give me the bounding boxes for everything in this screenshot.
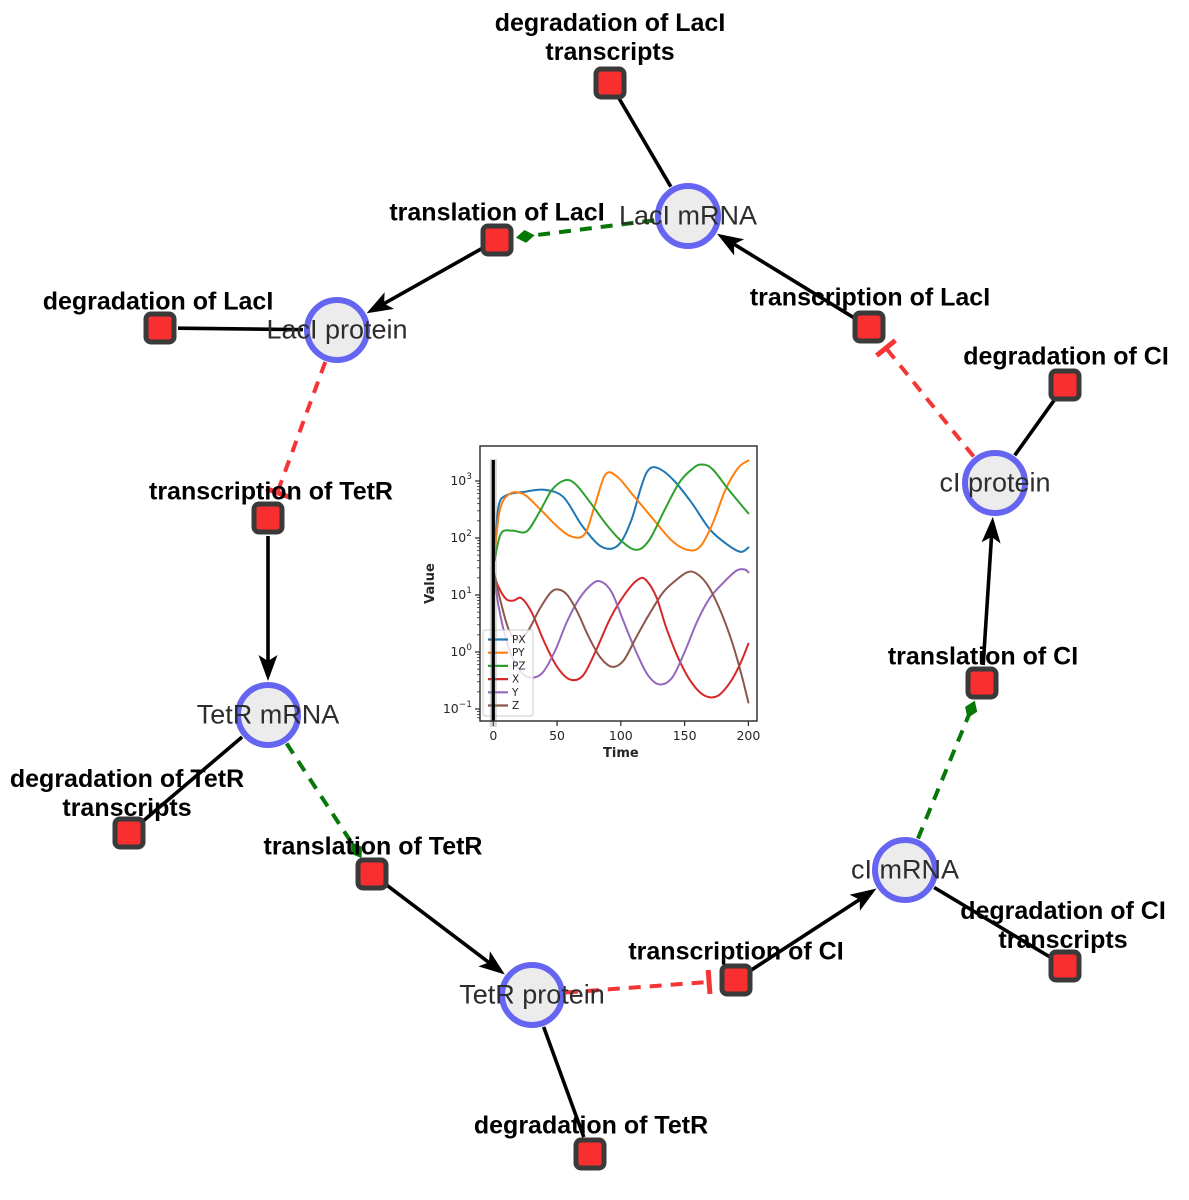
diamond-arrowhead bbox=[351, 842, 362, 859]
edge-transcription-tetr-tetr-mrna bbox=[258, 536, 278, 681]
edge-laci-mrna-deg-laci-transcripts bbox=[617, 97, 673, 188]
species-node-ci-protein bbox=[962, 450, 1028, 516]
reaction-node-transcription-laci bbox=[852, 310, 886, 344]
edge-translation-laci-laci-protein bbox=[366, 247, 483, 314]
species-node-tetr-protein bbox=[499, 962, 565, 1028]
y-tick-label: 100 bbox=[450, 643, 472, 659]
reaction-node-translation-laci bbox=[480, 223, 514, 257]
edge-laci-mrna-translation-laci bbox=[515, 218, 655, 243]
x-tick-label: 50 bbox=[549, 728, 565, 743]
reaction-node-transcription-tetr bbox=[251, 501, 285, 535]
diamond-arrowhead bbox=[515, 230, 535, 243]
arrowhead bbox=[258, 655, 278, 681]
edge-tetr-mrna-deg-tetr-transcripts bbox=[141, 735, 244, 823]
reaction-node-translation-tetr bbox=[355, 857, 389, 891]
diagram-edges bbox=[141, 97, 1057, 1138]
reaction-node-deg-tetr bbox=[573, 1137, 607, 1171]
y-tick-label: 101 bbox=[450, 586, 472, 602]
diagram-nodes bbox=[112, 66, 1082, 1171]
reaction-node-deg-ci-transcripts bbox=[1048, 949, 1082, 983]
chart-series-PY bbox=[493, 459, 750, 557]
y-tick-label: 10−1 bbox=[443, 700, 472, 716]
inhibition-bar bbox=[705, 969, 713, 995]
edge-laci-protein-deg-laci bbox=[177, 326, 304, 332]
species-node-laci-protein bbox=[304, 297, 370, 363]
edge-transcription-ci-ci-mrna bbox=[750, 888, 877, 972]
x-tick-label: 200 bbox=[736, 728, 760, 743]
x-tick-label: 100 bbox=[609, 728, 633, 743]
species-node-ci-mrna bbox=[872, 837, 938, 903]
reaction-node-deg-ci bbox=[1048, 368, 1082, 402]
chart-series-X bbox=[492, 571, 750, 699]
chart-background bbox=[423, 438, 771, 762]
y-axis-title: Value bbox=[423, 563, 438, 604]
reaction-node-deg-tetr-transcripts bbox=[112, 816, 146, 850]
edge-ci-protein-transcription-laci bbox=[875, 338, 976, 458]
edge-tetr-protein-transcription-ci bbox=[565, 969, 713, 995]
edge-ci-mrna-deg-ci-transcripts bbox=[933, 885, 1051, 959]
x-tick-label: 0 bbox=[489, 728, 497, 743]
arrowhead bbox=[981, 516, 1001, 544]
arrowhead bbox=[849, 888, 877, 911]
inhibition-bar bbox=[875, 338, 897, 358]
plot-border bbox=[479, 445, 758, 722]
legend-label-PY: PY bbox=[512, 647, 525, 659]
edge-transcription-laci-laci-mrna bbox=[717, 233, 855, 320]
reaction-node-transcription-ci bbox=[719, 963, 753, 997]
edge-tetr-mrna-translation-tetr bbox=[284, 742, 362, 859]
edge-translation-ci-ci-protein bbox=[981, 516, 1001, 666]
diamond-arrowhead bbox=[965, 700, 978, 719]
edge-translation-tetr-tetr-protein bbox=[385, 883, 505, 975]
simulation-inset-chart: 0 50 100 150 20010310210110010−1TimeValuePXP… bbox=[423, 438, 771, 762]
arrowhead bbox=[478, 951, 505, 975]
chart-series-PZ bbox=[493, 463, 750, 562]
legend-label-Z: Z bbox=[512, 700, 519, 712]
legend-label-X: X bbox=[512, 674, 519, 686]
reaction-node-deg-laci bbox=[143, 311, 177, 345]
species-node-laci-mrna bbox=[655, 183, 721, 249]
x-axis-title: Time bbox=[603, 746, 639, 761]
reaction-node-deg-laci-transcripts bbox=[593, 66, 627, 100]
edge-tetr-protein-deg-tetr bbox=[541, 1026, 586, 1138]
arrowhead bbox=[717, 233, 745, 256]
legend-label-PX: PX bbox=[512, 634, 526, 646]
edge-ci-mrna-translation-ci bbox=[916, 700, 978, 840]
x-tick-label: 150 bbox=[673, 728, 697, 743]
y-tick-label: 102 bbox=[450, 529, 472, 545]
legend-label-PZ: PZ bbox=[512, 660, 526, 672]
edge-ci-protein-deg-ci bbox=[1013, 398, 1057, 457]
arrowhead bbox=[366, 292, 394, 314]
species-node-tetr-mrna bbox=[235, 682, 301, 748]
reaction-node-translation-ci bbox=[965, 666, 999, 700]
edge-laci-protein-transcription-tetr bbox=[265, 361, 328, 500]
legend-label-Y: Y bbox=[511, 687, 519, 699]
inhibition-bar bbox=[265, 486, 290, 500]
y-tick-label: 103 bbox=[450, 472, 472, 488]
